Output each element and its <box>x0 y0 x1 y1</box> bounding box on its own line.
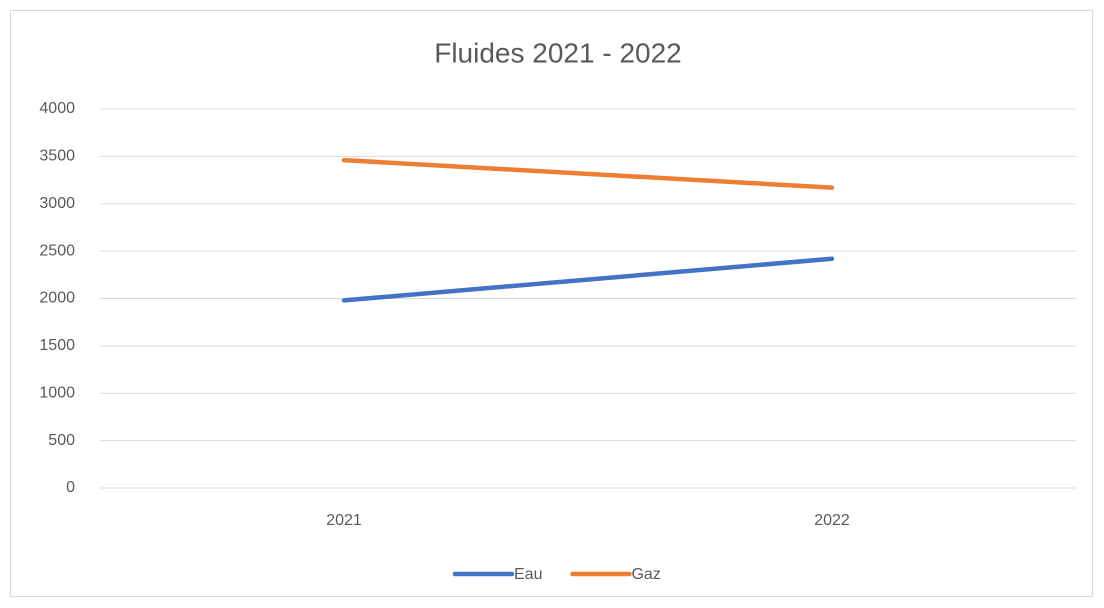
line-series <box>341 256 835 303</box>
x-tick-label: 2021 <box>326 512 362 529</box>
line-series <box>341 157 835 190</box>
y-tick-label: 4000 <box>39 100 75 117</box>
legend-label: Eau <box>514 566 542 583</box>
y-tick-label: 0 <box>66 479 75 496</box>
y-tick-label: 1000 <box>39 384 75 401</box>
chart-title: Fluides 2021 - 2022 <box>434 37 682 68</box>
y-tick-label: 2000 <box>39 290 75 307</box>
y-tick-label: 3000 <box>39 195 75 212</box>
y-tick-label: 3500 <box>39 148 75 165</box>
x-tick-label: 2022 <box>814 512 850 529</box>
chart-border <box>10 10 1093 597</box>
legend-label: Gaz <box>631 566 660 583</box>
y-tick-label: 500 <box>48 432 75 449</box>
y-tick-label: 1500 <box>39 337 75 354</box>
y-tick-label: 2500 <box>39 242 75 259</box>
